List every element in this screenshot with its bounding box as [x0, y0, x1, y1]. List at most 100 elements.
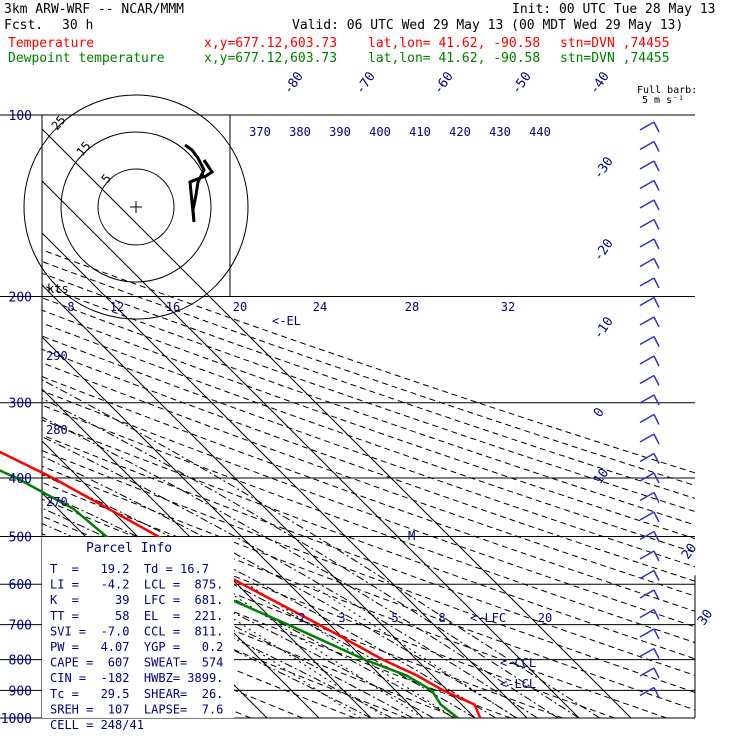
profile-annotation: <-LFC	[470, 611, 506, 625]
wind-barb	[639, 569, 660, 581]
parcel-info-background	[42, 537, 234, 718]
dry-adiabat	[42, 481, 667, 718]
wind-barb	[639, 335, 660, 347]
parcel-info-row: T = 19.2 Td = 16.7	[50, 562, 209, 576]
isotherm-line	[42, 232, 528, 718]
parcel-info-row: CELL = 248/41	[50, 718, 144, 732]
wind-barb-staff	[639, 238, 655, 248]
isotherm-label: -60	[431, 69, 457, 97]
wind-barb-staff	[639, 686, 655, 697]
profile-annotation: <-CCL	[500, 656, 536, 670]
wind-barb	[639, 413, 660, 425]
mixing-ratio-label: 8	[438, 611, 445, 625]
isotherm-line	[42, 128, 632, 718]
dry-adiabat	[42, 390, 695, 628]
wind-barb-flag	[653, 121, 660, 133]
dry-adiabat	[42, 348, 695, 582]
moist-adiabat	[42, 379, 601, 718]
wind-barb	[639, 628, 660, 640]
pressure-label: 100	[9, 109, 32, 124]
wind-barb-staff	[639, 316, 655, 326]
mixing-ratio-label: 20	[538, 611, 552, 625]
wind-barb-staff	[639, 355, 655, 365]
wind-barb-staff	[639, 491, 655, 502]
wind-barb	[639, 238, 660, 250]
wind-barb	[639, 394, 660, 406]
wind-barb	[639, 179, 660, 191]
theta-side-label: 290	[46, 349, 68, 363]
wind-barb-flag	[653, 648, 660, 659]
temperature-legend: Temperature	[8, 36, 95, 51]
pressure-label: 600	[9, 578, 32, 593]
dry-adiabat	[42, 260, 695, 487]
temperature-profile	[0, 450, 482, 719]
temperature-latlon: lat,lon= 41.62, -90.58	[368, 36, 541, 51]
wind-barb-flag	[653, 336, 660, 347]
wind-barb	[639, 686, 660, 698]
wind-barb-staff	[639, 199, 655, 209]
wind-barb	[639, 296, 660, 308]
wind-barb-flag	[653, 355, 660, 367]
wind-barb-staff	[639, 608, 655, 619]
isotherm-label: -10	[591, 314, 617, 342]
wind-barb	[639, 374, 660, 386]
parcel-info-row: Tc = 29.5 SHEAR= 26.	[50, 687, 223, 701]
wind-barb-staff	[639, 569, 655, 580]
wind-barb-staff	[639, 550, 655, 560]
hodograph-ring	[60, 131, 212, 283]
wind-barb-staff	[639, 218, 655, 229]
profile-annotation: <-LCL	[500, 677, 536, 691]
forecast-hour: 30 h	[62, 18, 94, 33]
wind-barb-staff	[639, 179, 655, 190]
wind-barb	[639, 472, 660, 484]
isotherm-label: 10	[591, 466, 612, 487]
parcel-info-title: Parcel Info	[86, 541, 172, 556]
wind-barb-staff	[639, 121, 655, 131]
dry-adiabat	[42, 498, 615, 718]
wind-barb-staff	[639, 296, 655, 307]
wind-barb-flag	[653, 453, 660, 464]
isotherm-line	[42, 336, 424, 718]
wind-barb	[639, 550, 660, 562]
theta-label: 370	[249, 125, 271, 139]
dry-adiabat	[42, 419, 695, 660]
barb-note: Full barb:	[637, 85, 697, 96]
dewpoint-xy: x,y=677.12,603.73	[204, 51, 338, 66]
isotherm-line	[0, 115, 7, 718]
parcel-info-row: SREH = 107 LAPSE= 7.6	[50, 702, 223, 716]
wind-barb-staff	[639, 140, 655, 151]
wind-barb-staff	[639, 667, 655, 677]
wind-barb-staff	[639, 530, 655, 541]
theta-side-label: 270	[46, 495, 68, 509]
wind-barb-flag	[653, 219, 660, 230]
dewpoint-profile	[0, 469, 459, 719]
dry-adiabat	[42, 335, 695, 568]
pressure-label: 900	[9, 684, 32, 699]
wind-barb-flag	[653, 492, 660, 503]
wind-barb-flag	[653, 628, 660, 640]
mixing-ratio-line	[216, 583, 424, 718]
isotherm-label: -80	[281, 69, 307, 97]
wind-barb-flag	[653, 609, 660, 620]
profile-annotation: <-EL	[272, 314, 301, 328]
wind-barb-flag	[653, 394, 660, 406]
hodograph-ring-label: 25	[49, 113, 69, 133]
wind-barb	[639, 608, 660, 620]
parcel-info-row: CIN = -182 HWBZ= 3899.	[50, 671, 223, 685]
wind-barb	[639, 257, 660, 269]
hodograph-trace	[184, 143, 215, 223]
dry-adiabat	[42, 465, 695, 711]
isotherm-label: -50	[509, 69, 535, 97]
wind-barb-staff	[639, 413, 655, 424]
hodograph-ring	[97, 168, 175, 246]
temperature-xy: x,y=677.12,603.73	[204, 36, 338, 51]
mixing-ratio-label: 5	[391, 611, 398, 625]
mixing-ratio-line	[247, 583, 455, 718]
moist-adiabat	[42, 397, 580, 718]
wind-barb-staff	[639, 374, 655, 385]
wind-barb-staff	[639, 511, 655, 521]
wind-barb-flag	[653, 199, 660, 211]
parcel-info-panel: Parcel Info T = 19.2 Td = 16.7 LI = -4.2 L…	[42, 537, 234, 732]
theta-label: 410	[409, 125, 431, 139]
